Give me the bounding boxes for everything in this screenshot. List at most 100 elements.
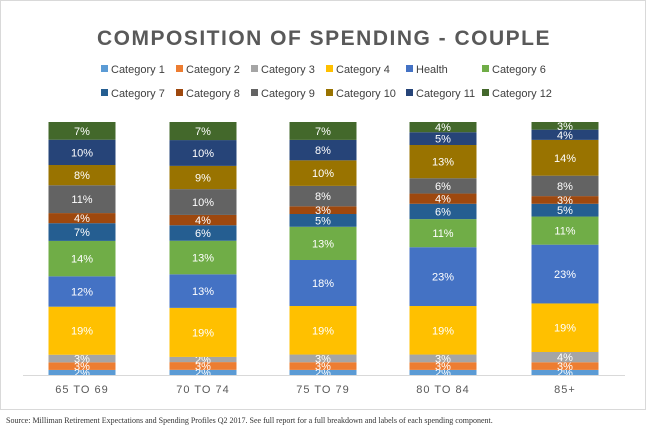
data-label-65-to-69-category-10: 8% [74,170,90,182]
legend-swatch-category-4 [326,65,333,72]
x-tick-label-70-to-74: 70 TO 74 [176,384,229,396]
x-tick-label-80-to-84: 80 TO 84 [416,384,469,396]
data-label-80-to-84-category-8: 4% [435,194,451,206]
bar-85-category-3 [531,352,599,363]
data-label-65-to-69-category-3: 3% [74,354,90,366]
bar-85-category-11 [531,129,599,140]
bar-65-to-69-health [48,276,116,307]
data-label-85-category-8: 3% [557,195,573,207]
data-label-75-to-79-category-10: 10% [312,168,334,180]
legend-label-category-11: Category 11 [416,88,475,100]
legend-label-category-7: Category 7 [111,88,165,100]
data-label-65-to-69-category-1: 2% [74,367,90,379]
bar-85-category-12 [531,122,599,130]
bar-85-category-1 [531,369,599,375]
legend-label-category-10: Category 10 [336,88,396,100]
data-label-80-to-84-category-1: 2% [435,367,451,379]
bar-65-to-69-category-12 [48,122,116,140]
data-label-75-to-79-category-2: 3% [315,361,331,373]
data-label-75-to-79-category-6: 13% [312,238,334,250]
data-label-70-to-74-category-4: 19% [192,327,214,339]
bar-80-to-84-health [409,247,477,306]
legend-label-category-1: Category 1 [111,64,165,76]
bar-65-to-69-category-11 [48,139,116,166]
bar-75-to-79-category-11 [289,139,357,161]
legend-label-category-8: Category 8 [186,88,240,100]
data-label-80-to-84-category-10: 13% [432,157,454,169]
bar-70-to-74-category-11 [169,140,237,166]
bar-80-to-84-category-1 [409,369,477,375]
data-label-65-to-69-category-7: 7% [74,227,90,239]
legend-swatch-category-3 [251,65,258,72]
bar-70-to-74-category-12 [169,122,237,141]
data-label-85-category-3: 4% [557,352,573,364]
source-note: Source: Milliman Retirement Expectations… [6,416,493,425]
data-label-70-to-74-category-12: 7% [195,126,211,138]
data-label-70-to-74-category-8: 4% [195,215,211,227]
bar-80-to-84-category-4 [409,306,477,355]
bar-75-to-79-category-7 [289,214,357,227]
bar-85-category-4 [531,303,599,352]
chart-title: COMPOSITION OF SPENDING - COUPLE [97,27,551,50]
legend-label-category-9: Category 9 [261,88,315,100]
data-label-75-to-79-health: 18% [312,278,334,290]
legend-swatch-category-1 [101,65,108,72]
data-label-85-category-10: 14% [554,153,576,165]
bar-80-to-84-category-8 [409,193,477,204]
bar-85-category-10 [531,139,599,176]
bar-75-to-79-category-6 [289,226,357,260]
data-label-65-to-69-category-8: 4% [74,213,90,225]
bar-70-to-74-category-9 [169,189,237,215]
bar-80-to-84-category-6 [409,219,477,248]
data-label-70-to-74-category-10: 9% [195,173,211,185]
data-label-75-to-79-category-8: 3% [315,205,331,217]
bar-65-to-69-category-4 [48,306,116,355]
data-label-75-to-79-category-1: 2% [315,367,331,379]
data-label-65-to-69-health: 12% [71,287,93,299]
legend-swatch-category-2 [176,65,183,72]
bar-70-to-74-category-10 [169,165,237,190]
data-label-65-to-69-category-2: 3% [74,361,90,373]
bar-70-to-74-category-7 [169,225,237,241]
data-label-75-to-79-category-12: 7% [315,126,331,138]
data-label-85-category-11: 4% [557,130,573,142]
bar-75-to-79-category-9 [289,185,357,207]
data-label-75-to-79-category-7: 5% [315,215,331,227]
bar-70-to-74-category-4 [169,307,237,357]
bar-75-to-79-category-10 [289,160,357,186]
bar-85-health [531,244,599,304]
data-label-70-to-74-category-9: 10% [192,197,214,209]
bar-65-to-69-category-2 [48,362,116,370]
bar-85-category-6 [531,216,599,245]
data-label-85-category-6: 11% [554,226,575,238]
data-label-80-to-84-category-7: 6% [435,206,451,218]
bar-85-category-8 [531,196,599,204]
legend: Category 1 Category 2 Category 3 Category 4… [101,64,552,100]
legend-label-category-6: Category 6 [492,64,546,76]
bar-75-to-79-category-4 [289,306,357,355]
data-label-85-category-2: 3% [557,361,573,373]
data-label-70-to-74-category-11: 10% [192,148,214,160]
data-label-70-to-74-category-3: 2% [195,355,211,367]
bar-80-to-84-category-12 [409,122,477,133]
data-label-80-to-84-category-4: 19% [432,325,454,337]
data-label-85-category-4: 19% [554,323,576,335]
data-label-70-to-74-health: 13% [192,286,214,298]
data-label-85-category-7: 5% [557,205,573,217]
bar-65-to-69-category-6 [48,240,116,277]
data-label-70-to-74-category-7: 6% [195,228,211,240]
data-label-70-to-74-category-6: 13% [192,253,214,265]
bar-75-to-79-health [289,260,357,306]
bar-65-to-69-category-8 [48,213,116,224]
bar-80-to-84-category-10 [409,145,477,179]
legend-swatch-health [406,65,413,72]
bar-65-to-69-category-1 [48,369,116,375]
data-label-70-to-74-category-2: 3% [195,361,211,373]
bar-85-category-2 [531,362,599,370]
bar-80-to-84-category-11 [409,132,477,145]
data-label-65-to-69-category-12: 7% [74,126,90,138]
legend-swatch-category-10 [326,89,333,96]
legend-swatch-category-7 [101,89,108,96]
x-tick-label-85: 85+ [554,384,576,396]
data-label-65-to-69-category-4: 19% [71,326,93,338]
